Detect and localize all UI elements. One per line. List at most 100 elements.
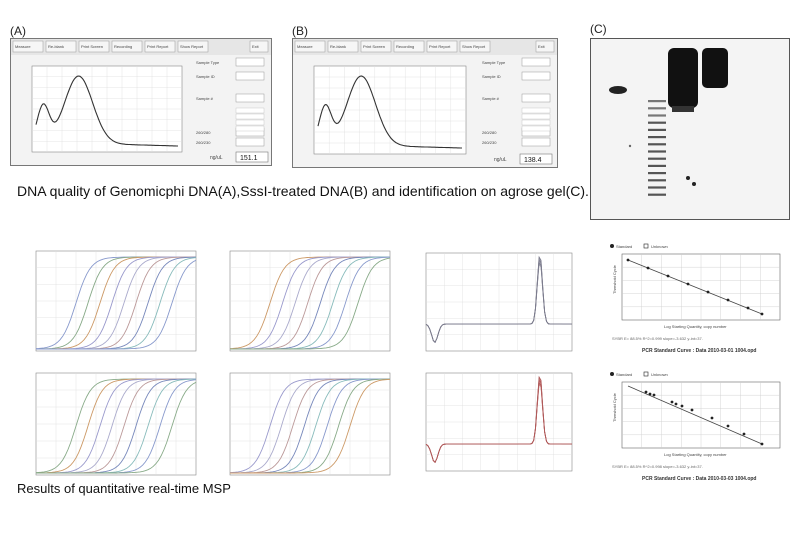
ladder-band bbox=[648, 136, 666, 139]
field-label: Sample Type bbox=[482, 60, 506, 65]
curve-point bbox=[706, 290, 710, 294]
sc2-stats: SYBR E= 88.5% R^2=0.998 slope=-3.632 y-i… bbox=[612, 464, 703, 469]
field-label: 260/280 bbox=[196, 130, 211, 135]
top-caption: DNA quality of Genomicphi DNA(A),SssI-tr… bbox=[17, 183, 589, 199]
amplification-plot bbox=[35, 250, 197, 352]
toolbar-label: Measure bbox=[15, 44, 31, 49]
amplification-plot bbox=[229, 372, 391, 476]
field-input[interactable] bbox=[235, 71, 265, 81]
panel-b-spectro: Measure Re-blank Print Screen Recording Prin… bbox=[292, 38, 558, 168]
field-label: Sample ID bbox=[482, 74, 501, 79]
field-input[interactable] bbox=[521, 93, 551, 103]
panel-c-gel bbox=[590, 38, 790, 220]
sc1-title: PCR Standard Curve : Data 2010-03-01 100… bbox=[642, 348, 757, 354]
ladder-band bbox=[648, 128, 666, 131]
field-label: Sample # bbox=[196, 96, 214, 101]
toolbar-label: Recording bbox=[114, 44, 132, 49]
toolbar-button[interactable] bbox=[459, 40, 491, 53]
toolbar-label: Exit bbox=[252, 44, 260, 49]
curve-point bbox=[760, 312, 764, 316]
ladder-band bbox=[648, 186, 666, 189]
curve-point bbox=[626, 258, 630, 262]
curve-point bbox=[646, 266, 650, 270]
curve-point bbox=[690, 408, 694, 412]
toolbar-button[interactable] bbox=[327, 40, 359, 53]
toolbar-label: Show Report bbox=[462, 44, 486, 49]
field-input[interactable] bbox=[235, 137, 265, 147]
field-input[interactable] bbox=[235, 57, 265, 67]
panel-b-unit: ng/uL bbox=[494, 157, 507, 163]
field-input[interactable] bbox=[521, 57, 551, 67]
curve-point bbox=[746, 306, 750, 310]
ladder-band bbox=[648, 143, 666, 146]
standard-curve-bottom: Standard Unknown Threshold Cycle Log Sta… bbox=[602, 368, 800, 492]
toolbar-button[interactable] bbox=[12, 40, 44, 53]
toolbar-button[interactable] bbox=[294, 40, 326, 53]
toolbar-button[interactable] bbox=[426, 40, 458, 53]
field-input[interactable] bbox=[235, 93, 265, 103]
field-label: Sample # bbox=[482, 96, 500, 101]
toolbar-label: Print Screen bbox=[81, 44, 103, 49]
curve-point bbox=[644, 390, 648, 394]
toolbar-button[interactable] bbox=[78, 40, 110, 53]
legend-unknown: Unknown bbox=[651, 244, 668, 249]
ladder-band bbox=[648, 100, 666, 103]
melt-curve-plot bbox=[425, 372, 573, 472]
ladder-band bbox=[648, 121, 666, 124]
toolbar-label: Re-blank bbox=[48, 44, 64, 49]
curve-point bbox=[680, 404, 684, 408]
curve-point bbox=[652, 393, 656, 397]
legend-unknown: Unknown bbox=[651, 372, 668, 377]
sc1-stats: SYBR E= 88.5% R^2=0.999 slope=-3.632 y-i… bbox=[612, 336, 703, 341]
ladder-band bbox=[648, 150, 666, 153]
panel-b-label: (B) bbox=[292, 24, 308, 38]
toolbar-button[interactable] bbox=[177, 40, 209, 53]
field-label: 260/280 bbox=[482, 130, 497, 135]
toolbar-label: Print Report bbox=[429, 44, 451, 49]
curve-point bbox=[726, 298, 730, 302]
field-label: 260/230 bbox=[196, 140, 211, 145]
panel-b-readout: 138.4 bbox=[524, 157, 542, 164]
sc2-title: PCR Standard Curve : Data 2010-03-03 100… bbox=[642, 476, 757, 482]
field-label: 260/230 bbox=[482, 140, 497, 145]
amplification-plot bbox=[229, 250, 391, 352]
panel-a-label: (A) bbox=[10, 24, 26, 38]
toolbar-button[interactable] bbox=[144, 40, 176, 53]
melt-curve-plot bbox=[425, 252, 573, 352]
toolbar-label: Show Report bbox=[180, 44, 204, 49]
sc2-xlabel: Log Starting Quantity, copy number bbox=[664, 452, 727, 457]
curve-point bbox=[670, 400, 674, 404]
toolbar-button[interactable] bbox=[393, 40, 425, 53]
bottom-caption: Results of quantitative real-time MSP bbox=[17, 481, 231, 496]
curve-point bbox=[674, 402, 678, 406]
sc2-ylabel: Threshold Cycle bbox=[612, 392, 617, 422]
gel-band bbox=[668, 48, 698, 108]
gel-band bbox=[672, 106, 694, 112]
panel-a-spectro: Measure Re-blank Print Screen Recording Prin… bbox=[10, 38, 272, 166]
toolbar-label: Recording bbox=[396, 44, 414, 49]
toolbar-button[interactable] bbox=[360, 40, 392, 53]
toolbar-label: Measure bbox=[297, 44, 313, 49]
toolbar-button[interactable] bbox=[535, 40, 555, 53]
toolbar-button[interactable] bbox=[45, 40, 77, 53]
gel-band bbox=[702, 48, 728, 88]
standard-curve-top: Standard Unknown Threshold Cycle Log Sta… bbox=[602, 240, 800, 364]
legend-standard: Standard bbox=[616, 372, 632, 377]
curve-point bbox=[686, 282, 690, 286]
curve-point bbox=[726, 424, 730, 428]
toolbar-button[interactable] bbox=[249, 40, 269, 53]
ladder-band bbox=[648, 114, 666, 117]
sc1-ylabel: Threshold Cycle bbox=[612, 264, 617, 294]
ladder-band bbox=[648, 157, 666, 160]
toolbar-button[interactable] bbox=[111, 40, 143, 53]
toolbar-label: Print Screen bbox=[363, 44, 385, 49]
field-input[interactable] bbox=[521, 71, 551, 81]
toolbar-label: Re-blank bbox=[330, 44, 346, 49]
ladder-band bbox=[648, 107, 666, 110]
field-input[interactable] bbox=[521, 137, 551, 147]
panel-a-readout: 151.1 bbox=[240, 155, 258, 162]
amplification-plot bbox=[35, 372, 197, 476]
toolbar-label: Exit bbox=[538, 44, 546, 49]
field-label: Sample Type bbox=[196, 60, 220, 65]
ladder-band bbox=[648, 164, 666, 167]
